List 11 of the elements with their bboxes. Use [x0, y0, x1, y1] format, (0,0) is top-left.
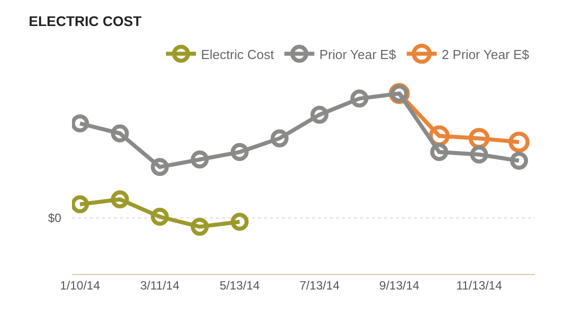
legend-label: Prior Year E$: [319, 46, 397, 62]
x-tick-label: 9/13/14: [379, 278, 420, 292]
x-tick-label: 7/13/14: [299, 278, 340, 292]
x-tick-label: 1/10/14: [60, 278, 100, 292]
chart-title: ELECTRIC COST: [28, 12, 142, 29]
x-tick-label: 5/13/14: [220, 278, 260, 292]
x-tick-label: 3/11/14: [140, 278, 180, 292]
ref-line-label: $0: [48, 211, 62, 225]
legend-label: 2 Prior Year E$: [442, 46, 530, 62]
legend-label: Electric Cost: [201, 46, 274, 62]
x-tick-label: 11/13/14: [456, 278, 502, 292]
